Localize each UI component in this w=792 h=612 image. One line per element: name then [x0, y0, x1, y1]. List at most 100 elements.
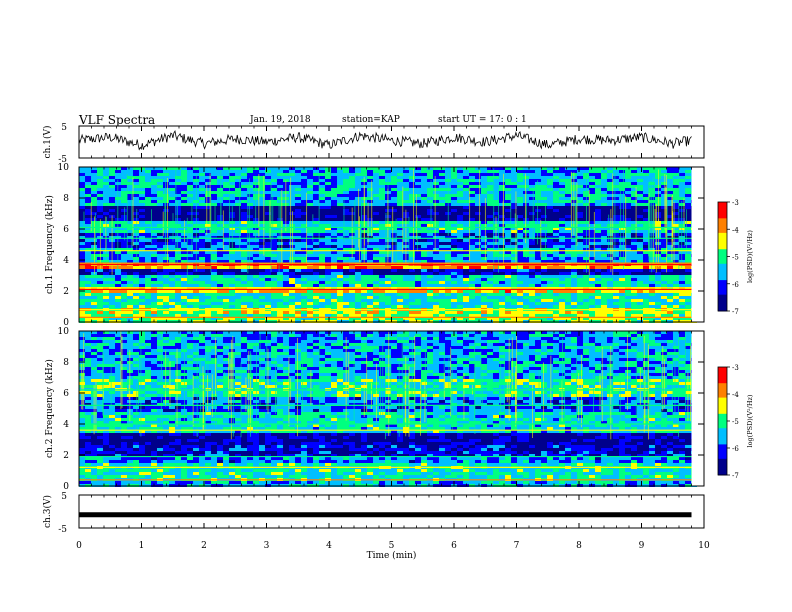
ch2-spectrogram-colorbar-cell: [718, 372, 727, 375]
ch1-spectrogram-colorbar-cell: [718, 249, 727, 252]
date-label: Jan. 19, 2018: [250, 115, 311, 125]
xtick-label: 0: [76, 541, 82, 551]
ch1-spectrogram-colorbar-label: -4: [732, 226, 739, 234]
ch1-spectrogram-ytick-label: 0: [63, 318, 69, 328]
ch1-spectrogram-ylabel: ch.1 Frequency (kHz): [44, 195, 55, 294]
ch1-spectrogram-colorbar-cell: [718, 261, 727, 265]
ch2-spectrogram-colorbar-cell: [718, 422, 727, 426]
ch2-spectrogram-colorbar-cell: [718, 431, 727, 435]
ch2-spectrogram-ylabel: ch.2 Frequency (kHz): [44, 359, 55, 458]
ch1-spectrogram-cells: [79, 167, 704, 323]
ch1-spectrogram-ytick-label: 10: [58, 163, 70, 173]
ch1-spectrogram-colorbar-cell: [718, 231, 727, 234]
ch1-spectrogram-colorbar-cell: [718, 305, 727, 308]
ch2-spectrogram-colorbar-label: -5: [732, 418, 739, 426]
ch2-spectrogram-colorbar-cell: [718, 424, 727, 427]
ch2-spectrogram-ytick-label: 4: [63, 420, 69, 430]
ch2-spectrogram-colorbar-cell: [718, 374, 727, 377]
ch1-spectrogram-colorbar-cell: [718, 238, 727, 241]
ch1-spectrogram-colorbar-cell: [718, 272, 727, 276]
ch1-spectrogram-colorbar-cell: [718, 298, 727, 301]
xtick-label: 4: [326, 541, 332, 551]
ch1-spectrogram-ytick-label: 4: [63, 256, 69, 266]
ch1-spectrogram-colorbar-cell: [718, 203, 727, 207]
ch1-spectrogram-colorbar-label: -6: [732, 281, 739, 289]
ch1-spectrogram-colorbar-cell: [718, 267, 727, 270]
ch1-spectrogram-colorbar-cell: [718, 251, 727, 254]
ch1-spectrogram-colorbar-cell: [718, 260, 727, 263]
ch1-spectrogram-colorbar-cell: [718, 240, 727, 243]
xtick-label: 5: [389, 541, 395, 551]
ch1-spectrogram-colorbar-label: -5: [732, 254, 739, 262]
ch2-spectrogram-colorbar-label: -7: [732, 472, 739, 480]
ch2-spectrogram-colorbar-cell: [718, 444, 727, 447]
ch2-spectrogram-colorbar-cell: [718, 381, 727, 384]
ch1-spectrogram-colorbar-cell: [718, 303, 727, 307]
ch1-spectrogram-colorbar-cell: [718, 223, 727, 227]
ch3-waveform-ytick-top: 5: [61, 492, 67, 502]
ch2-spectrogram-colorbar-cell: [718, 428, 727, 431]
ch2-spectrogram-colorbar-cell: [718, 460, 727, 463]
ch1-spectrogram-colorbar-cell: [718, 241, 727, 245]
ch1-spectrogram-ytick-label: 2: [63, 287, 69, 297]
ch1-spectrogram-colorbar-cell: [718, 265, 727, 268]
chart-title: VLF Spectra: [79, 113, 156, 127]
ch2-spectrogram-colorbar-cell: [718, 471, 727, 474]
ch1-spectrogram-ytick-label: 8: [63, 194, 69, 204]
ch2-spectrogram-colorbar-cell: [718, 440, 727, 444]
xtick-label: 6: [451, 541, 457, 551]
ch1-spectrogram-colorbar-cell: [718, 218, 727, 221]
ch1-spectrogram-colorbar-cell: [718, 294, 727, 297]
ch2-spectrogram-colorbar-cell: [718, 386, 727, 390]
xtick-label: 10: [698, 541, 710, 551]
ch2-spectrogram-colorbar-cell: [718, 388, 727, 391]
ch1-spectrogram-colorbar-cell: [718, 309, 727, 312]
ch2-spectrogram-colorbar-cell: [718, 415, 727, 418]
xtick-label: 7: [514, 541, 520, 551]
ch1-spectrogram-colorbar-cell: [718, 278, 727, 281]
ch1-spectrogram-colorbar-cell: [718, 252, 727, 256]
xtick-label: 3: [264, 541, 270, 551]
ch2-spectrogram-colorbar-cell: [718, 395, 727, 399]
ch1-spectrogram-colorbar-cell: [718, 221, 727, 225]
ch1-spectrogram-colorbar-cell: [718, 274, 727, 277]
ch1-waveform-ylabel: ch.1(V): [42, 126, 53, 159]
ch2-spectrogram-colorbar-cell: [718, 410, 727, 413]
ch2-spectrogram-colorbar-cell: [718, 448, 727, 451]
ch1-spectrogram-colorbar-cell: [718, 254, 727, 257]
ch1-spectrogram-colorbar-cell: [718, 289, 727, 292]
ch1-spectrogram-colorbar-cell: [718, 283, 727, 287]
ch2-spectrogram-colorbar-cell: [718, 404, 727, 408]
ch1-spectrogram-colorbar-cell: [718, 220, 727, 223]
ch2-spectrogram-colorbar-cell: [718, 437, 727, 440]
ch3-waveform-ytick-bottom: -5: [58, 525, 67, 535]
xtick-label: 1: [139, 541, 145, 551]
ch1-spectrogram-colorbar-title: log(PSD)(V²/Hz): [746, 230, 754, 283]
station-label: station=KAP: [342, 115, 400, 125]
ch2-spectrogram-colorbar-cell: [718, 421, 727, 424]
ch1-spectrogram-colorbar-cell: [718, 296, 727, 299]
ch2-spectrogram-colorbar-cell: [718, 446, 727, 449]
ch2-spectrogram-colorbar-cell: [718, 376, 727, 379]
ch1-spectrogram-colorbar-cell: [718, 232, 727, 236]
ch2-spectrogram-colorbar-cell: [718, 368, 727, 372]
xtick-label: 8: [576, 541, 582, 551]
ch1-spectrogram-colorbar-cell: [718, 227, 727, 230]
ch2-spectrogram-colorbar-cell: [718, 408, 727, 411]
ch1-spectrogram-colorbar-cell: [718, 212, 727, 216]
ch2-spectrogram-colorbar-cell: [718, 466, 727, 469]
ch1-spectrogram-colorbar-cell: [718, 300, 727, 303]
ch2-spectrogram-colorbar-cell: [718, 467, 727, 471]
ch1-spectrogram-colorbar-cell: [718, 292, 727, 296]
ch2-spectrogram-colorbar-cell: [718, 394, 727, 397]
ch2-spectrogram-colorbar-cell: [718, 417, 727, 420]
ch1-spectrogram-colorbar-cell: [718, 236, 727, 239]
ch1-spectrogram-colorbar-cell: [718, 301, 727, 305]
ch2-spectrogram-colorbar-cell: [718, 449, 727, 453]
ch2-spectrogram-ytick-label: 10: [58, 327, 70, 337]
ch2-spectrogram-colorbar-cell: [718, 406, 727, 409]
ch1-spectrogram-colorbar-cell: [718, 214, 727, 218]
ch2-spectrogram-colorbar-cell: [718, 383, 727, 386]
ch2-spectrogram-colorbar-cell: [718, 455, 727, 458]
